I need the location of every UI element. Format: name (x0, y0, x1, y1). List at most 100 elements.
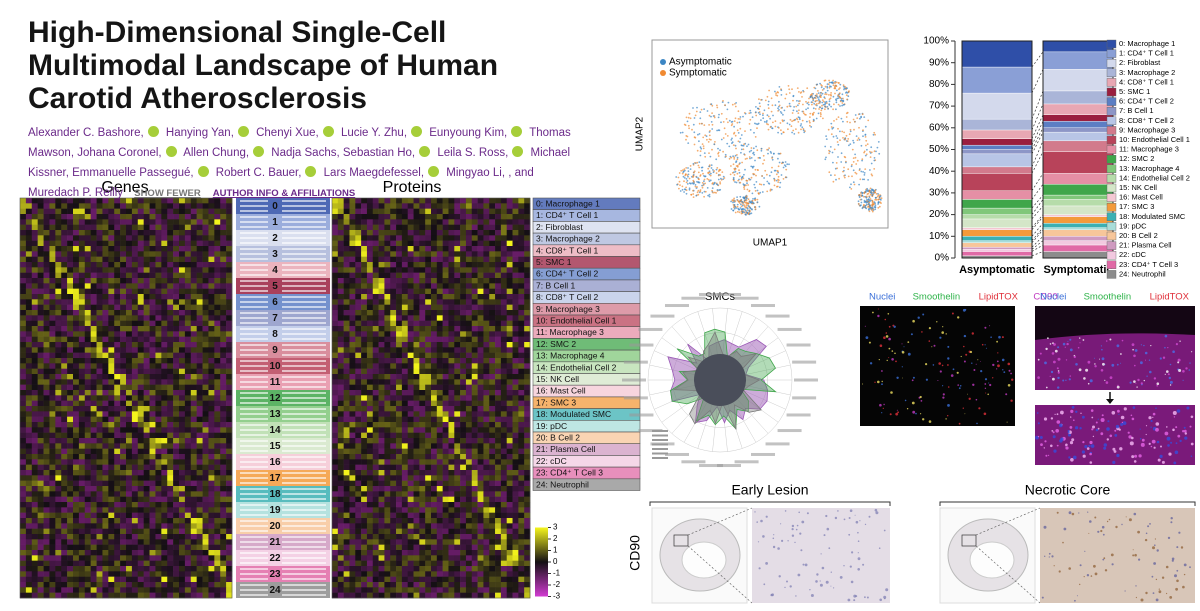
heatmap-cell (173, 411, 180, 417)
heatmap-cell (143, 464, 150, 471)
heatmap-cell (361, 534, 368, 540)
heatmap-cell (460, 310, 467, 316)
heatmap-cell (448, 464, 455, 471)
heatmap-cell (396, 363, 403, 369)
heatmap-cell (413, 267, 420, 273)
heatmap-cell (407, 368, 414, 375)
heatmap-cell (190, 219, 197, 225)
heatmap-cell (149, 214, 156, 220)
heatmap-cell (184, 400, 192, 407)
heatmap-cell (366, 491, 374, 497)
heatmap-cell (108, 320, 115, 327)
heatmap-cell (25, 342, 33, 348)
heatmap-cell (384, 550, 391, 556)
heatmap-cell (102, 304, 109, 311)
heatmap-cell (524, 294, 531, 300)
heatmap-cell (343, 416, 350, 423)
heatmap-cell (495, 539, 502, 545)
heatmap-cell (226, 432, 233, 439)
heatmap-cell (126, 400, 133, 407)
heatmap-cell (184, 576, 192, 583)
heatmap-cell (431, 272, 438, 279)
heatmap-cell (37, 240, 44, 247)
heatmap-cell (55, 422, 62, 428)
heatmap-cell (366, 544, 374, 551)
heatmap-cell (90, 560, 97, 567)
heatmap-cell (372, 416, 379, 423)
heatmap-cell (454, 262, 461, 268)
heatmap-cell (413, 315, 420, 321)
heatmap-cell (108, 310, 115, 316)
heatmap-cell (518, 320, 525, 327)
heatmap-cell (332, 507, 339, 513)
heatmap-cell (31, 534, 38, 540)
heatmap-cell (431, 518, 438, 524)
heatmap-cell (143, 352, 150, 359)
heatmap-cell (489, 358, 496, 364)
heatmap-cell (506, 272, 513, 279)
heatmap-cell (25, 203, 33, 209)
heatmap-cell (442, 278, 449, 284)
heatmap-cell (143, 555, 150, 561)
heatmap-cell (425, 416, 432, 423)
heatmap-cell (161, 502, 168, 508)
heatmap-cell (149, 582, 156, 588)
heatmap-cell (337, 539, 344, 545)
heatmap-cell (500, 219, 507, 225)
heatmap-cell (31, 427, 38, 433)
heatmap-cell (184, 240, 192, 247)
heatmap-cell (460, 336, 467, 343)
heatmap-cell (384, 470, 391, 476)
heatmap-cell (96, 395, 103, 401)
heatmap-cell (361, 208, 368, 215)
heatmap-cell (454, 390, 461, 396)
heatmap-cell (401, 443, 408, 449)
heatmap-cell (349, 374, 356, 380)
heatmap-cell (442, 534, 449, 540)
heatmap-cell (202, 272, 209, 279)
heatmap-cell (407, 384, 414, 391)
heatmap-cell (378, 240, 385, 247)
heatmap-cell (431, 411, 438, 417)
heatmap-cell (84, 267, 91, 273)
heatmap-cell (524, 304, 531, 311)
heatmap-cell (448, 262, 455, 268)
heatmap-cell (137, 358, 144, 364)
heatmap-cell (220, 288, 227, 295)
heatmap-cell (495, 390, 502, 396)
heatmap-cell (84, 438, 91, 444)
heatmap-cell (495, 470, 502, 476)
heatmap-cell (73, 555, 80, 561)
heatmap-cell (220, 443, 227, 449)
heatmap-cell (108, 587, 115, 593)
heatmap-cell (483, 224, 490, 231)
heatmap-cell (179, 384, 186, 391)
heatmap-cell (90, 256, 97, 263)
heatmap-cell (214, 512, 221, 519)
heatmap-cell (31, 246, 38, 252)
heatmap-cell (149, 304, 156, 311)
heatmap-cell (131, 400, 139, 407)
heatmap-cell (78, 347, 86, 353)
heatmap-cell (220, 422, 227, 428)
heatmap-cell (208, 358, 215, 364)
heatmap-cell (471, 208, 478, 215)
heatmap-cell (179, 352, 186, 359)
heatmap-cell (372, 507, 379, 513)
heatmap-cell (214, 422, 221, 428)
heatmap-cell (114, 464, 121, 471)
heatmap-cell (37, 336, 44, 343)
heatmap-cell (384, 528, 391, 535)
heatmap-cell (378, 534, 385, 540)
heatmap-cell (90, 208, 97, 215)
heatmap-cell (131, 379, 139, 385)
heatmap-cell (114, 262, 121, 268)
heatmap-cell (366, 438, 374, 444)
heatmap-cell (355, 358, 362, 364)
heatmap-cell (471, 214, 478, 220)
heatmap-cell (167, 486, 174, 492)
heatmap-cell (114, 550, 121, 556)
heatmap-cell (506, 358, 513, 364)
heatmap-cell (108, 256, 115, 263)
heatmap-cell (25, 491, 33, 497)
